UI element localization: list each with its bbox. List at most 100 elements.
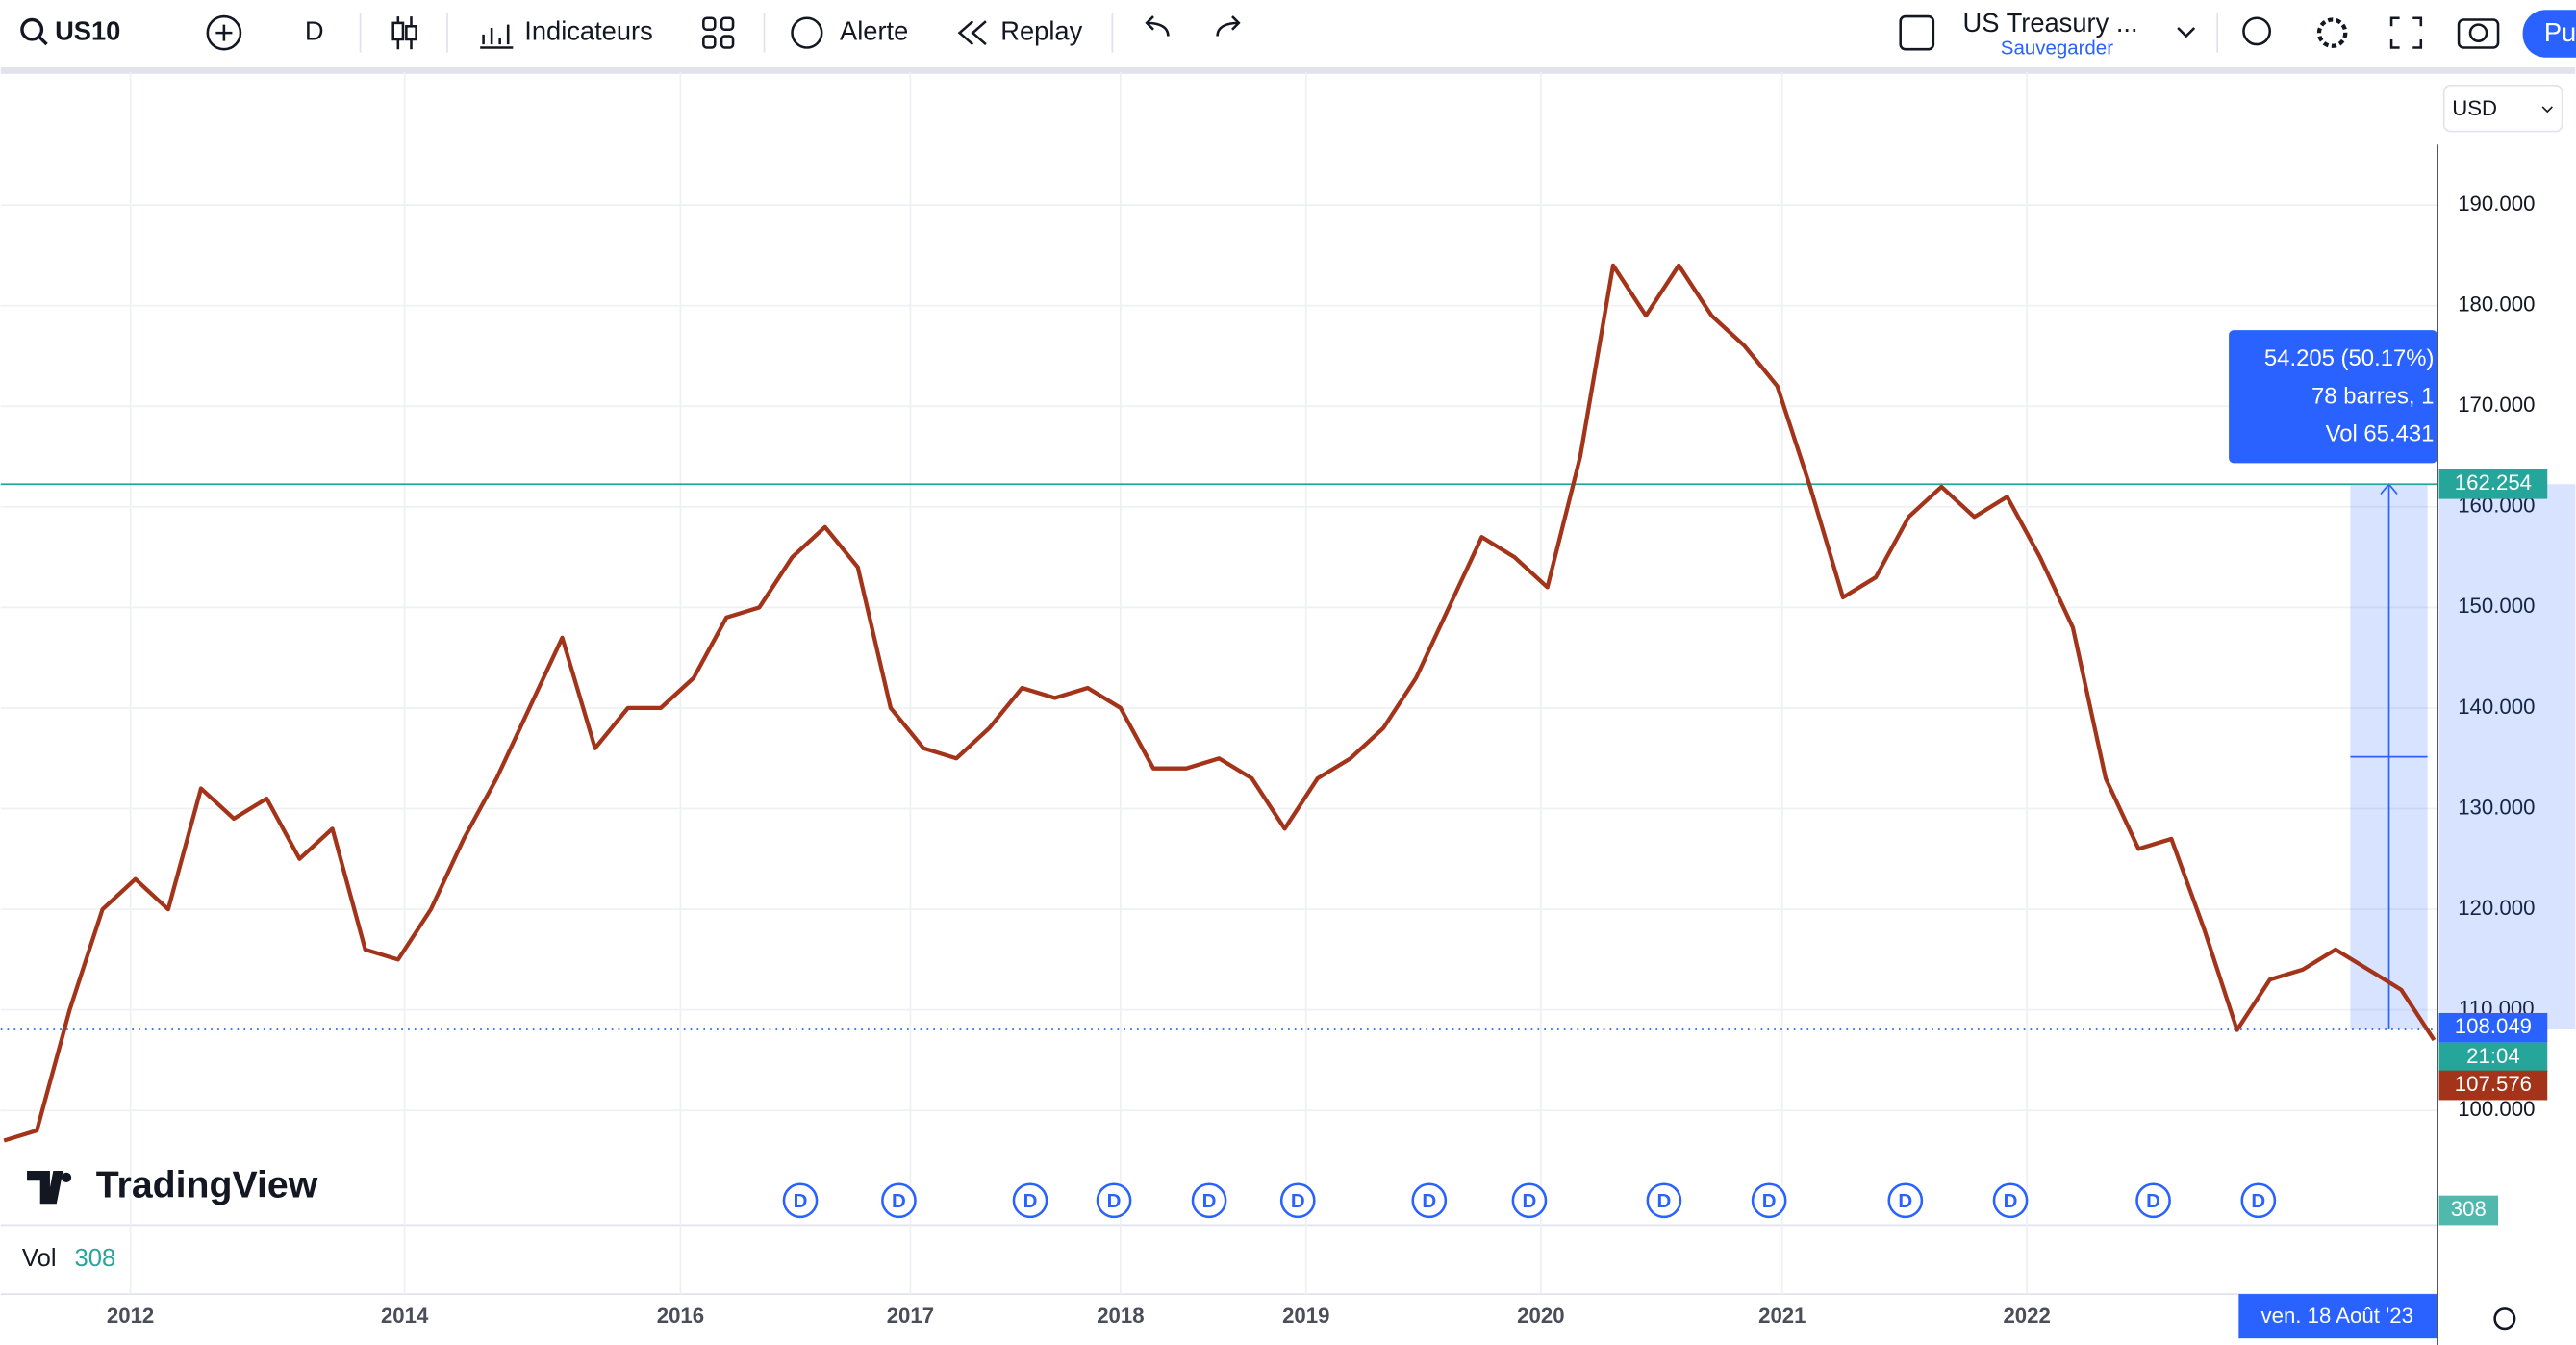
snapshot-button[interactable] xyxy=(2457,18,2500,49)
toolbar: US10 D Indicateurs Alerte Replay US Trea… xyxy=(20,8,2576,60)
last-price-label-bg xyxy=(2438,1012,2548,1043)
x-tick-label: 2019 xyxy=(1282,1304,1329,1328)
y-tick-label: 150.000 xyxy=(2458,594,2535,618)
dividend-label: D xyxy=(1107,1190,1122,1212)
prev-close-label: 107.576 xyxy=(2455,1072,2532,1096)
candle-icon-body xyxy=(391,21,405,41)
dividend-marker[interactable] xyxy=(782,1182,819,1219)
logo-mark xyxy=(27,1171,63,1205)
dividend-label: D xyxy=(1422,1190,1436,1212)
dividend-marker[interactable] xyxy=(1279,1182,1316,1219)
layout-icon[interactable] xyxy=(1899,14,1935,51)
dividend-label: D xyxy=(794,1190,808,1212)
toolbar-border xyxy=(0,66,2576,74)
undo-button[interactable] xyxy=(1145,15,1170,37)
dividend-label: D xyxy=(1898,1190,1912,1212)
x-tick-label: 2021 xyxy=(1758,1304,1806,1328)
settings-button[interactable] xyxy=(2316,17,2348,48)
candle-icon-body xyxy=(405,25,417,41)
logo-dot xyxy=(61,1172,72,1183)
dividend-marker[interactable] xyxy=(1411,1182,1448,1219)
dividend-label: D xyxy=(1656,1190,1671,1212)
x-tick-label: 2012 xyxy=(107,1304,154,1328)
dividend-marker[interactable] xyxy=(1012,1182,1048,1219)
y-tick-label: 140.000 xyxy=(2458,695,2535,719)
dividend-label: D xyxy=(1762,1190,1777,1212)
replay-icon[interactable] xyxy=(957,20,987,46)
snapshot-lens xyxy=(2468,23,2488,42)
search-icon-handle xyxy=(37,35,48,46)
y-tick-label: 120.000 xyxy=(2458,896,2535,920)
dividend-marker[interactable] xyxy=(1887,1182,1924,1219)
measure-bars: 78 barres, 1 xyxy=(2311,383,2434,409)
dividend-marker[interactable] xyxy=(2135,1182,2171,1219)
y-tick-label: 190.000 xyxy=(2458,191,2535,216)
time-axis-settings[interactable] xyxy=(2493,1307,2516,1331)
measure-change: 54.205 (50.17%) xyxy=(2264,345,2435,371)
y-tick-label: 170.000 xyxy=(2458,393,2535,417)
alert-button[interactable]: Alerte xyxy=(840,15,908,45)
layout-name[interactable]: US Treasury ... xyxy=(1963,8,2138,38)
prev-close-label-bg xyxy=(2438,1070,2548,1101)
x-tick-label: 2016 xyxy=(657,1304,704,1328)
compare-button[interactable] xyxy=(206,14,242,51)
price-line-label-bg xyxy=(2438,469,2548,499)
x-tick-label: 2018 xyxy=(1097,1304,1144,1328)
x-tick-label: 2020 xyxy=(1517,1304,1564,1328)
save-button[interactable]: Sauvegarder xyxy=(2001,38,2113,60)
layout-menu[interactable] xyxy=(2177,27,2196,38)
dividend-label: D xyxy=(2004,1190,2018,1212)
publish-label[interactable]: Pu xyxy=(2544,17,2576,47)
y-tick-label: 130.000 xyxy=(2458,795,2535,819)
countdown-label-bg xyxy=(2438,1042,2548,1073)
dividend-marker[interactable] xyxy=(1992,1182,2029,1219)
currency-arrow xyxy=(2541,106,2553,114)
publish-button[interactable] xyxy=(2522,10,2576,58)
price-axis-highlight xyxy=(2438,484,2576,1030)
y-tick-label: 100.000 xyxy=(2458,1097,2535,1121)
replay-button[interactable]: Replay xyxy=(1000,15,1082,45)
cursor-date-bg xyxy=(2238,1294,2437,1339)
dividend-label: D xyxy=(1291,1190,1305,1212)
dividend-marker[interactable] xyxy=(1751,1182,1787,1219)
x-tick-label: 2017 xyxy=(887,1304,934,1328)
templates-icon[interactable] xyxy=(702,16,735,49)
dividend-marker[interactable] xyxy=(1511,1182,1548,1219)
last-price-label: 108.049 xyxy=(2455,1014,2532,1038)
dividend-label: D xyxy=(2251,1190,2265,1212)
plus-icon xyxy=(215,24,233,41)
chart: 100.000110.000120.000130.000140.000150.0… xyxy=(0,72,2576,1339)
dividend-marker[interactable] xyxy=(1646,1182,1682,1219)
indicators-icon[interactable] xyxy=(480,24,514,49)
measure-info-bg xyxy=(2229,330,2437,464)
dividend-marker[interactable] xyxy=(2240,1182,2277,1219)
countdown-label: 21:04 xyxy=(2466,1044,2520,1068)
symbol[interactable]: US10 xyxy=(55,15,120,45)
quick-search[interactable] xyxy=(2242,16,2272,46)
watermark: TradingView xyxy=(27,1164,318,1206)
search-icon[interactable] xyxy=(20,17,44,41)
volume-axis-label: 308 xyxy=(2451,1197,2487,1221)
x-tick-label: 2014 xyxy=(381,1304,429,1328)
alert-icon[interactable] xyxy=(791,16,823,49)
dividend-marker[interactable] xyxy=(1096,1182,1132,1219)
measure-volume: Vol 65.431 xyxy=(2326,421,2435,447)
cursor-date: ven. 18 Août '23 xyxy=(2261,1304,2413,1328)
currency[interactable]: USD xyxy=(2452,96,2497,120)
dividend-marker[interactable] xyxy=(1191,1182,1227,1219)
currency-select[interactable] xyxy=(2442,84,2563,133)
price-line-label: 162.254 xyxy=(2455,470,2532,495)
dividend-marker[interactable] xyxy=(881,1182,917,1219)
volume-label: Vol xyxy=(22,1245,57,1272)
interval[interactable]: D xyxy=(305,15,324,45)
indicators-button[interactable]: Indicateurs xyxy=(524,15,653,45)
volume-value: 308 xyxy=(75,1245,116,1272)
dividend-label: D xyxy=(2146,1190,2160,1212)
redo-button[interactable] xyxy=(1216,15,1241,37)
dividend-label: D xyxy=(1523,1190,1537,1212)
watermark-text: TradingView xyxy=(96,1164,318,1206)
fullscreen-button[interactable] xyxy=(2389,16,2423,49)
